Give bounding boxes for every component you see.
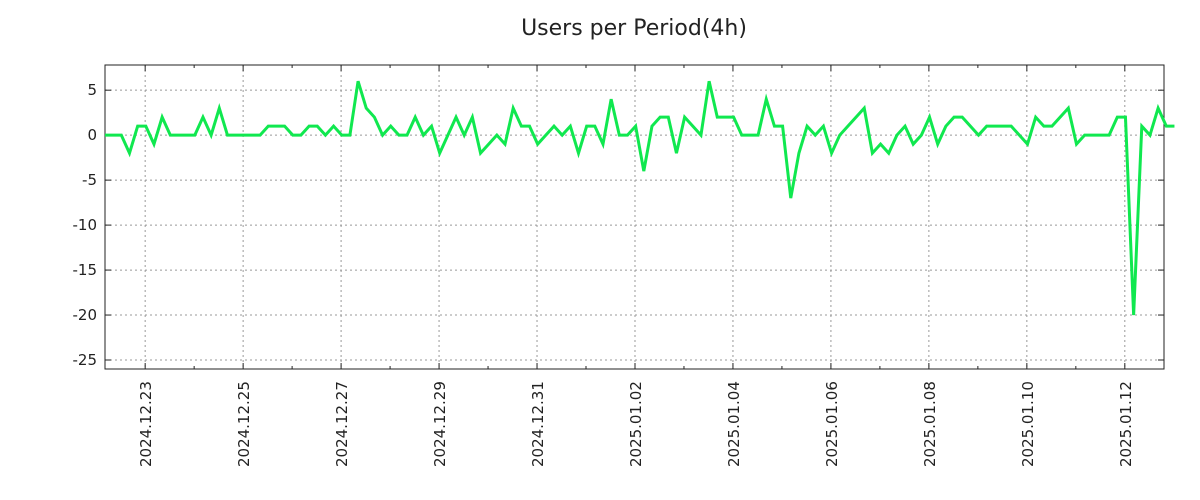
plot-frame [104, 64, 1165, 370]
y-tick-label: -5 [82, 171, 97, 189]
y-tick-label: -15 [73, 261, 98, 279]
x-tick-label: 2025.01.02 [627, 381, 645, 467]
x-tick-label: 2024.12.23 [137, 381, 155, 467]
x-tick-label: 2024.12.31 [529, 381, 547, 467]
y-tick-label: -10 [73, 216, 98, 234]
x-tick-label: 2025.01.06 [823, 381, 841, 467]
x-tick-label: 2025.01.10 [1019, 381, 1037, 467]
y-tick-label: 0 [87, 126, 97, 144]
x-tick-label: 2025.01.08 [921, 381, 939, 467]
series-line [105, 80, 1175, 316]
y-tick-label: -20 [73, 306, 98, 324]
y-tick-label: -25 [73, 351, 98, 369]
x-tick-label: 2024.12.25 [235, 381, 253, 467]
chart-title: Users per Period(4h) [521, 16, 747, 41]
x-tick-label: 2025.01.12 [1117, 381, 1135, 467]
x-tick-label: 2024.12.27 [333, 381, 351, 467]
x-tick-label: 2025.01.04 [725, 381, 743, 467]
x-tick-label: 2024.12.29 [431, 381, 449, 467]
y-tick-label: 5 [87, 81, 97, 99]
